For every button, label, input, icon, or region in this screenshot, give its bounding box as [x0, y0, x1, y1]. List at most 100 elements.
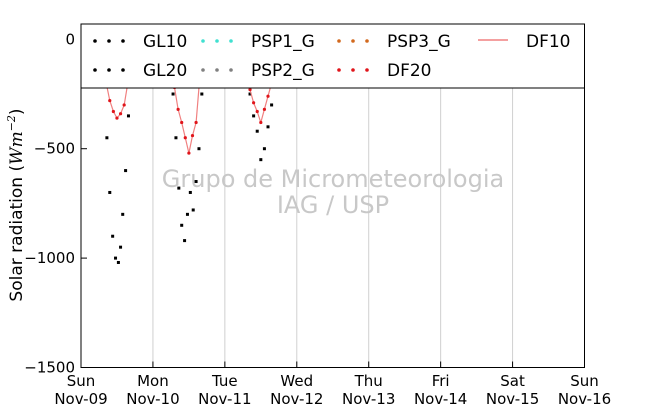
- global-point: [270, 103, 274, 107]
- x-tick-label-date: Nov-16: [558, 390, 611, 408]
- global-point: [180, 223, 184, 227]
- legend-label: DF20: [387, 61, 432, 81]
- legend-marker-dot: [201, 68, 205, 72]
- legend-label: GL20: [143, 61, 187, 81]
- df20-point: [108, 98, 112, 103]
- legend-marker-dot: [201, 39, 205, 43]
- global-point: [255, 129, 259, 133]
- legend-label: PSP2_G: [251, 61, 315, 81]
- global-point: [188, 190, 192, 194]
- legend-marker-dot: [365, 68, 369, 72]
- legend-label: PSP1_G: [251, 32, 315, 52]
- legend-label: DF10: [526, 32, 571, 52]
- x-tick-label-day: Wed: [280, 372, 313, 390]
- legend-marker-dot: [215, 68, 219, 72]
- legend-box: [80, 23, 585, 89]
- y-axis-title-suffix: ): [7, 108, 27, 115]
- global-point: [124, 169, 128, 173]
- legend-label: PSP3_G: [387, 32, 451, 52]
- df20-point: [190, 133, 195, 138]
- global-point: [126, 114, 130, 118]
- global-point: [177, 186, 181, 190]
- global-point: [248, 92, 252, 96]
- legend-marker-dot: [107, 68, 111, 72]
- legend-marker-dot: [351, 68, 355, 72]
- global-point: [252, 114, 256, 118]
- df20-point: [115, 116, 119, 120]
- y-tick-label: 0: [65, 30, 75, 48]
- legend-marker-dot: [337, 68, 341, 72]
- y-axis-title-exponent: −2: [5, 115, 18, 131]
- global-point: [194, 180, 198, 184]
- df20-point: [180, 120, 184, 125]
- x-tick-label-date: Nov-13: [342, 390, 395, 408]
- global-point: [200, 92, 204, 96]
- global-point: [119, 245, 123, 249]
- watermark-line1: Grupo de Micrometeorologia: [162, 165, 504, 193]
- legend-marker-dot: [93, 39, 97, 43]
- legend-marker-dot: [215, 39, 219, 43]
- df20-point: [266, 94, 270, 98]
- global-point: [105, 136, 109, 140]
- global-point: [262, 147, 266, 151]
- global-point: [174, 136, 178, 140]
- global-point: [185, 212, 189, 216]
- legend-marker-dot: [107, 39, 111, 43]
- df20-point: [262, 107, 267, 111]
- x-tick-label-day: Mon: [137, 372, 169, 390]
- x-tick-label-day: Tue: [211, 372, 238, 390]
- x-tick-label-date: Nov-10: [126, 390, 179, 408]
- global-point: [266, 125, 270, 129]
- df20-point: [252, 101, 256, 105]
- x-tick-label-day: Fri: [432, 372, 450, 390]
- df20-point: [122, 103, 126, 107]
- legend-marker-dot: [121, 68, 125, 72]
- legend-marker-dot: [229, 39, 233, 43]
- x-tick-label-day: Sun: [67, 372, 96, 390]
- global-point: [259, 158, 263, 162]
- df20-point: [194, 120, 198, 125]
- x-tick-label-date: Nov-14: [414, 390, 467, 408]
- df20-point: [259, 120, 263, 125]
- legend-marker-dot: [351, 39, 355, 43]
- df20-point: [248, 88, 252, 92]
- y-axis-title-unit: Wm: [7, 131, 27, 165]
- df20-point: [183, 136, 187, 140]
- global-point: [108, 190, 112, 194]
- x-tick-label-date: Nov-12: [270, 390, 323, 408]
- global-point: [116, 260, 120, 264]
- df20-point: [255, 109, 259, 114]
- x-tick-label-date: Nov-09: [54, 390, 107, 408]
- global-point: [197, 147, 201, 151]
- legend-label: GL10: [143, 32, 187, 52]
- df20-point: [111, 109, 115, 114]
- global-point: [171, 92, 175, 96]
- watermark-line2: IAG / USP: [277, 191, 389, 219]
- y-tick-label: −500: [34, 140, 75, 158]
- global-point: [191, 208, 195, 212]
- global-point: [114, 256, 118, 260]
- global-point: [121, 212, 125, 216]
- x-tick-label-date: Nov-11: [198, 390, 251, 408]
- x-tick-label-date: Nov-15: [486, 390, 539, 408]
- x-tick-label-day: Thu: [354, 372, 383, 390]
- legend-marker-dot: [121, 39, 125, 43]
- x-tick-label-day: Sun: [570, 372, 599, 390]
- legend: GL10 PSP1_G PSP3_G DF10 GL20 PSP2_G DF20: [80, 23, 585, 89]
- df20-point: [176, 107, 180, 111]
- y-axis-title-prefix: Solar radiation (: [7, 165, 27, 302]
- df20-point: [118, 112, 123, 116]
- legend-marker-dot: [365, 39, 369, 43]
- global-point: [111, 234, 115, 238]
- y-axis-ticks: 0 −500 −1000 −1500: [24, 30, 87, 377]
- legend-marker-dot: [229, 68, 233, 72]
- y-tick-label: −1500: [24, 359, 75, 377]
- df20-point: [187, 151, 191, 155]
- legend-marker-dot: [93, 68, 97, 72]
- y-tick-label: −1000: [24, 249, 75, 267]
- x-tick-label-day: Sat: [500, 372, 525, 390]
- y-axis-title: Solar radiation (Wm−2): [5, 108, 27, 301]
- x-axis-ticks: SunNov-09MonNov-10TueNov-11WedNov-12ThuN…: [54, 361, 611, 408]
- legend-marker-dot: [337, 39, 341, 43]
